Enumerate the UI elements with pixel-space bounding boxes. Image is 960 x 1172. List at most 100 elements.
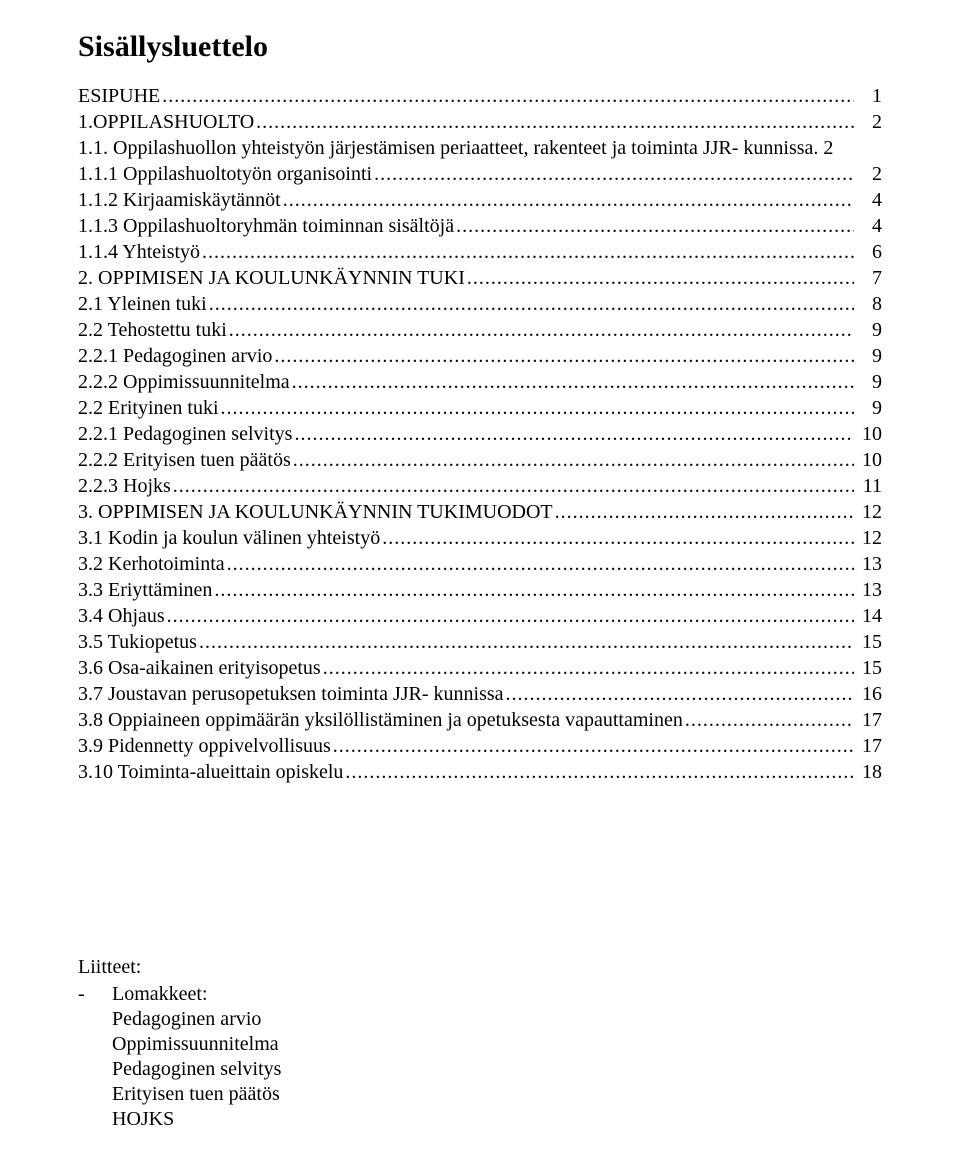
attachment-item: Pedagoginen arvio	[112, 1007, 281, 1032]
toc-leader-dots	[380, 526, 854, 551]
attachment-item: Pedagoginen selvitys	[112, 1057, 281, 1082]
toc-label: 1.1.4 Yhteistyö	[78, 240, 200, 265]
toc-page-number: 18	[854, 760, 882, 785]
toc-row: 3.4 Ohjaus 14	[78, 604, 882, 629]
toc-label: 2.2.1 Pedagoginen arvio	[78, 344, 272, 369]
toc-row: 3. OPPIMISEN JA KOULUNKÄYNNIN TUKIMUODOT…	[78, 500, 882, 525]
toc-row: 2.2 Erityinen tuki 9	[78, 396, 882, 421]
toc-page-number: 9	[854, 370, 882, 395]
toc-leader-dots	[219, 396, 854, 421]
toc-label: 3.2 Kerhotoiminta	[78, 552, 225, 577]
toc-label: 3.4 Ohjaus	[78, 604, 165, 629]
toc-leader-dots	[683, 708, 854, 733]
toc-label: 1.1.1 Oppilashuoltotyön organisointi	[78, 162, 372, 187]
toc-label: 3.3 Eriyttäminen	[78, 578, 212, 603]
toc-page-number: 2	[854, 162, 882, 187]
toc-row: 1.1.3 Oppilashuoltoryhmän toiminnan sisä…	[78, 214, 882, 239]
toc-label: 2.2.2 Oppimissuunnitelma	[78, 370, 290, 395]
toc-leader-dots	[207, 292, 854, 317]
toc-row: 3.2 Kerhotoiminta 13	[78, 552, 882, 577]
toc-leader-dots	[331, 734, 854, 759]
attachment-item: Oppimissuunnitelma	[112, 1032, 281, 1057]
toc-label: 2.2.1 Pedagoginen selvitys	[78, 422, 292, 447]
toc-page-number: 6	[854, 240, 882, 265]
toc-leader-dots	[292, 422, 854, 447]
toc-label: 1.OPPILASHUOLTO	[78, 110, 254, 135]
toc-page-number: 4	[854, 214, 882, 239]
toc-leader-dots	[281, 188, 854, 213]
toc-page-number: 13	[854, 578, 882, 603]
toc-row: 1.1.1 Oppilashuoltotyön organisointi 2	[78, 162, 882, 187]
toc-page-number: 9	[854, 344, 882, 369]
toc-leader-dots	[321, 656, 854, 681]
toc-page-number: 15	[854, 656, 882, 681]
toc-page-number: 4	[854, 188, 882, 213]
toc-label: 3.6 Osa-aikainen erityisopetus	[78, 656, 321, 681]
toc-page-number: 9	[854, 318, 882, 343]
toc-row: 3.8 Oppiaineen oppimäärän yksilöllistämi…	[78, 708, 882, 733]
toc-page-number: 16	[854, 682, 882, 707]
toc-label: 2.2 Erityinen tuki	[78, 396, 219, 421]
toc-page-number: 12	[854, 500, 882, 525]
toc-label: 1.1.3 Oppilashuoltoryhmän toiminnan sisä…	[78, 214, 454, 239]
toc-row: 1.1. Oppilashuollon yhteistyön järjestäm…	[78, 136, 882, 161]
toc-page-number: 7	[854, 266, 882, 291]
attachments-heading: Lomakkeet:	[112, 982, 281, 1007]
toc-row: 2.2.3 Hojks 11	[78, 474, 882, 499]
toc-label: 2.1 Yleinen tuki	[78, 292, 207, 317]
toc-label: 2.2 Tehostettu tuki	[78, 318, 227, 343]
toc-page-number: 17	[854, 708, 882, 733]
toc-row: 1.1.4 Yhteistyö 6	[78, 240, 882, 265]
toc-label: 2.2.3 Hojks	[78, 474, 171, 499]
toc-leader-dots	[290, 370, 854, 395]
toc-row: 3.6 Osa-aikainen erityisopetus 15	[78, 656, 882, 681]
toc-row: 3.9 Pidennetty oppivelvollisuus 17	[78, 734, 882, 759]
toc-leader-dots	[225, 552, 854, 577]
toc-page-number: 13	[854, 552, 882, 577]
toc-row: 3.3 Eriyttäminen 13	[78, 578, 882, 603]
toc-leader-dots	[372, 162, 854, 187]
toc-leader-dots	[171, 474, 854, 499]
page-title: Sisällysluettelo	[78, 28, 882, 66]
toc-page-number: 10	[854, 448, 882, 473]
toc-label: 3.9 Pidennetty oppivelvollisuus	[78, 734, 331, 759]
toc-label: 2.2.2 Erityisen tuen päätös	[78, 448, 291, 473]
toc-page-number: 8	[854, 292, 882, 317]
toc-label: 3.8 Oppiaineen oppimäärän yksilöllistämi…	[78, 708, 683, 733]
toc-label: ESIPUHE	[78, 84, 160, 109]
toc-label: 1.1.2 Kirjaamiskäytännöt	[78, 188, 281, 213]
toc-row: 3.10 Toiminta-alueittain opiskelu 18	[78, 760, 882, 785]
toc-page-number: 9	[854, 396, 882, 421]
toc-label: 3. OPPIMISEN JA KOULUNKÄYNNIN TUKIMUODOT	[78, 500, 553, 525]
attachments-line: - Lomakkeet: Pedagoginen arvioOppimissuu…	[78, 982, 882, 1132]
toc-leader-dots	[272, 344, 854, 369]
toc-page-number: 11	[854, 474, 882, 499]
toc-leader-dots	[160, 84, 854, 109]
toc-row: 2.1 Yleinen tuki 8	[78, 292, 882, 317]
attachment-item: HOJKS	[112, 1107, 281, 1132]
toc-leader-dots	[227, 318, 854, 343]
toc-page-number: 14	[854, 604, 882, 629]
toc-leader-dots	[465, 266, 854, 291]
attachments-dash: -	[78, 982, 112, 1132]
attachment-item: Erityisen tuen päätös	[112, 1082, 281, 1107]
toc-page-number: 15	[854, 630, 882, 655]
toc-row: 2.2.1 Pedagoginen selvitys 10	[78, 422, 882, 447]
toc-leader-dots	[504, 682, 854, 707]
table-of-contents: ESIPUHE11.OPPILASHUOLTO 2 1.1. Oppilashuol…	[78, 84, 882, 785]
toc-label: 2. OPPIMISEN JA KOULUNKÄYNNIN TUKI	[78, 266, 465, 291]
toc-leader-dots	[200, 240, 854, 265]
toc-leader-dots	[197, 630, 854, 655]
toc-label: 1.1. Oppilashuollon yhteistyön järjestäm…	[78, 136, 833, 161]
toc-label: 3.7 Joustavan perusopetuksen toiminta JJ…	[78, 682, 504, 707]
toc-row: ESIPUHE1	[78, 84, 882, 109]
toc-label: 3.5 Tukiopetus	[78, 630, 197, 655]
attachments-items: Lomakkeet: Pedagoginen arvioOppimissuunn…	[112, 982, 281, 1132]
attachments-title: Liitteet:	[78, 955, 882, 980]
toc-leader-dots	[454, 214, 854, 239]
toc-page-number: 10	[854, 422, 882, 447]
toc-leader-dots	[343, 760, 854, 785]
toc-page-number: 17	[854, 734, 882, 759]
attachments-section: Liitteet: - Lomakkeet: Pedagoginen arvio…	[78, 955, 882, 1132]
toc-page-number: 12	[854, 526, 882, 551]
